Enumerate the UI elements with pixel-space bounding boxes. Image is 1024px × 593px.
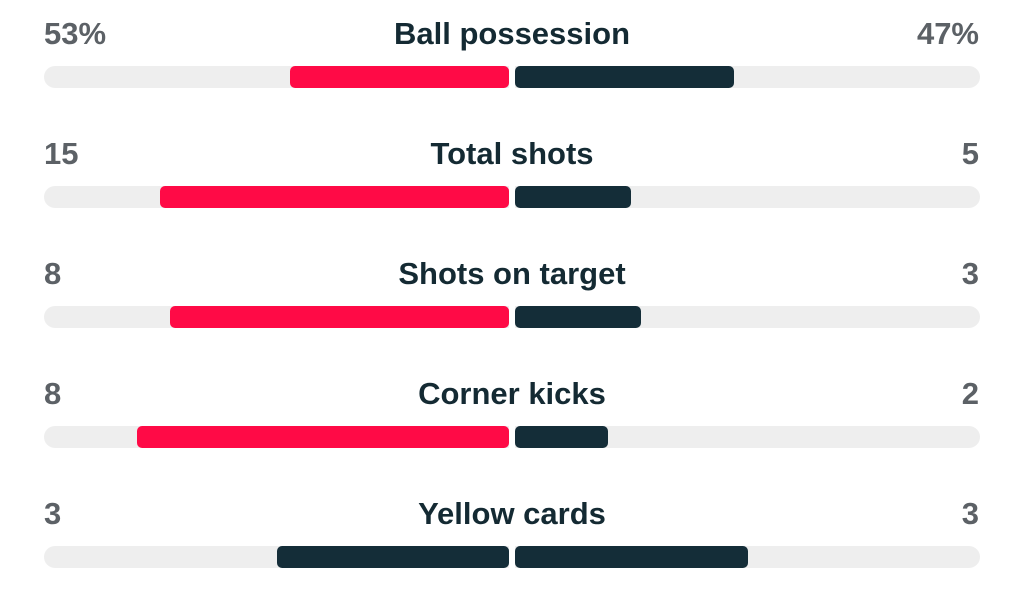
away-value: 3 [961,496,979,531]
home-bar-track [44,66,509,88]
away-bar-fill [515,186,632,208]
home-bar-fill [137,426,509,448]
home-value: 8 [44,376,62,411]
stat-row-ball-possession: 53% Ball possession 47% [0,0,1024,100]
away-bar-track [515,66,980,88]
stat-row-shots-on-target: 8 Shots on target 3 [0,240,1024,340]
away-bar-track [515,546,980,568]
stat-row-yellow-cards: 3 Yellow cards 3 [0,480,1024,580]
stat-bar [44,66,980,88]
away-bar-track [515,426,980,448]
stat-bar [44,306,980,328]
home-bar-track [44,306,509,328]
away-bar-track [515,306,980,328]
away-value: 5 [961,136,979,171]
stat-bar [44,546,980,568]
away-bar-fill [515,546,748,568]
stat-row-corner-kicks: 8 Corner kicks 2 [0,360,1024,460]
home-bar-fill [169,306,509,328]
home-bar-fill [160,186,509,208]
away-bar-track [515,186,980,208]
stat-bar [44,426,980,448]
away-bar-fill [515,426,608,448]
stat-label: Yellow cards [418,496,606,531]
home-bar-fill [276,546,509,568]
home-bar-fill [290,66,509,88]
home-value: 53% [44,16,107,51]
home-value: 15 [44,136,79,171]
home-value: 3 [44,496,62,531]
away-bar-fill [515,306,641,328]
away-value: 3 [961,256,979,291]
home-bar-track [44,426,509,448]
stat-label: Corner kicks [418,376,606,411]
stat-label: Ball possession [393,16,631,51]
stat-label: Total shots [430,136,594,171]
stat-bar [44,186,980,208]
stat-label: Shots on target [398,256,626,291]
home-bar-track [44,186,509,208]
away-value: 2 [961,376,979,411]
away-bar-fill [515,66,734,88]
home-value: 8 [44,256,62,291]
away-value: 47% [916,16,979,51]
home-bar-track [44,546,509,568]
stat-row-total-shots: 15 Total shots 5 [0,120,1024,220]
